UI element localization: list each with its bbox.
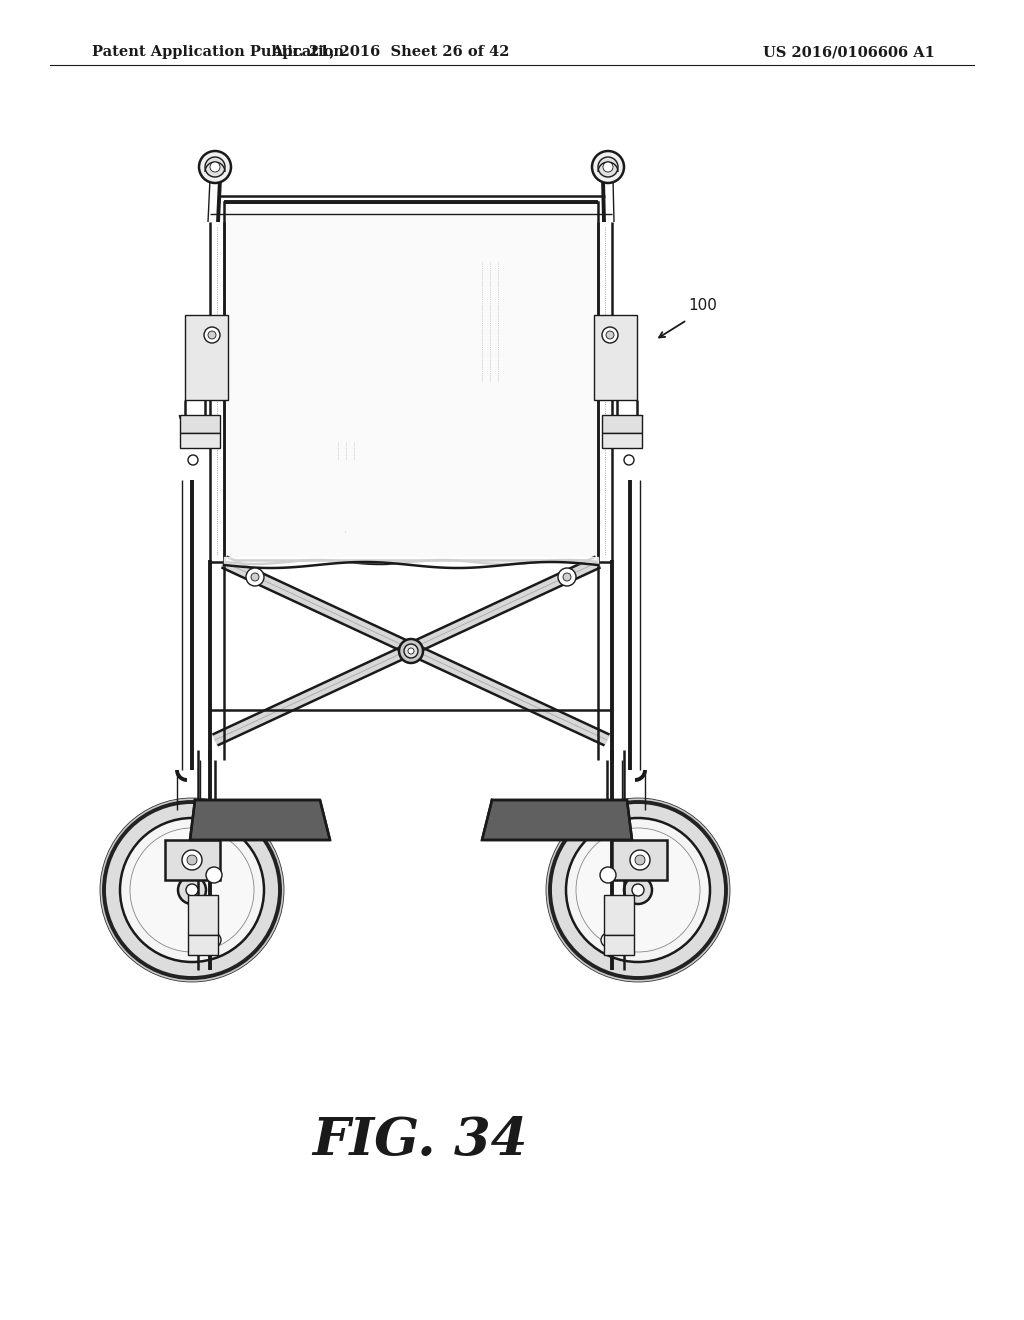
Circle shape — [408, 648, 414, 653]
Circle shape — [598, 157, 618, 177]
Text: US 2016/0106606 A1: US 2016/0106606 A1 — [763, 45, 935, 59]
Bar — [188, 935, 218, 954]
Bar — [604, 935, 634, 954]
Circle shape — [206, 867, 222, 883]
Circle shape — [624, 455, 634, 465]
Circle shape — [606, 331, 614, 339]
Polygon shape — [212, 557, 600, 746]
Circle shape — [187, 855, 197, 865]
Polygon shape — [482, 800, 632, 840]
Circle shape — [603, 162, 613, 172]
Circle shape — [246, 568, 264, 586]
Circle shape — [632, 884, 644, 896]
Polygon shape — [594, 315, 637, 400]
Circle shape — [199, 150, 231, 183]
Text: Patent Application Publication: Patent Application Publication — [92, 45, 344, 59]
Text: FIG. 34: FIG. 34 — [312, 1114, 527, 1166]
Circle shape — [550, 803, 726, 978]
Circle shape — [601, 933, 615, 946]
Bar — [612, 840, 667, 880]
Circle shape — [120, 818, 264, 962]
Circle shape — [592, 150, 624, 183]
Circle shape — [182, 850, 202, 870]
Circle shape — [635, 855, 645, 865]
Circle shape — [600, 867, 616, 883]
Circle shape — [210, 162, 220, 172]
Bar — [188, 895, 218, 935]
Text: Apr. 21, 2016  Sheet 26 of 42: Apr. 21, 2016 Sheet 26 of 42 — [270, 45, 509, 59]
Polygon shape — [185, 315, 228, 400]
Bar — [165, 840, 220, 880]
Circle shape — [100, 799, 284, 982]
Circle shape — [558, 568, 575, 586]
Bar — [604, 895, 634, 935]
Bar — [602, 433, 642, 447]
Polygon shape — [221, 557, 609, 746]
Circle shape — [602, 327, 618, 343]
Text: 100: 100 — [688, 297, 717, 313]
Bar — [180, 433, 220, 447]
Circle shape — [404, 644, 418, 657]
Circle shape — [130, 828, 254, 952]
Circle shape — [251, 573, 259, 581]
Circle shape — [188, 455, 198, 465]
Circle shape — [208, 331, 216, 339]
Bar — [180, 414, 220, 433]
Circle shape — [563, 573, 571, 581]
Circle shape — [546, 799, 730, 982]
Bar — [224, 202, 598, 560]
Circle shape — [178, 876, 206, 904]
Circle shape — [630, 850, 650, 870]
Circle shape — [186, 884, 198, 896]
Circle shape — [207, 933, 221, 946]
Circle shape — [204, 327, 220, 343]
Circle shape — [624, 876, 652, 904]
Bar — [602, 414, 642, 433]
Circle shape — [566, 818, 710, 962]
Polygon shape — [190, 800, 330, 840]
Circle shape — [104, 803, 280, 978]
Circle shape — [399, 639, 423, 663]
Circle shape — [205, 157, 225, 177]
Circle shape — [575, 828, 700, 952]
